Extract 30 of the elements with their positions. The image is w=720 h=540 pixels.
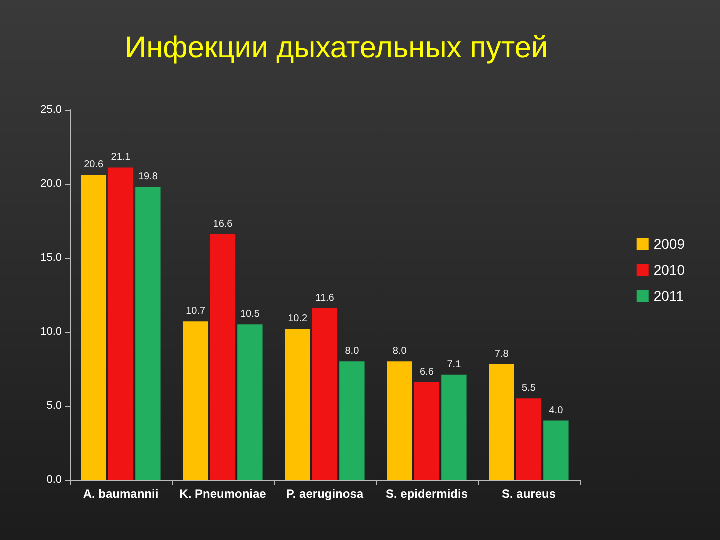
- y-tick-label: 25.0: [40, 104, 62, 116]
- y-tick-label: 0.0: [46, 474, 62, 486]
- y-tick-label: 5.0: [46, 400, 62, 412]
- data-label: 10.2: [288, 314, 308, 325]
- data-label: 10.7: [186, 306, 206, 318]
- data-label: 5.5: [522, 383, 536, 394]
- data-label: 4.0: [549, 405, 564, 416]
- data-label: 6.6: [420, 366, 434, 378]
- data-label: 7.8: [494, 349, 510, 360]
- chart-title: Инфекции дыхательных путей: [125, 32, 548, 64]
- data-label: 8.0: [392, 346, 408, 358]
- data-label: 8.0: [345, 346, 360, 358]
- data-label: 21.1: [111, 152, 132, 164]
- y-tick-label: 10.0: [40, 326, 62, 338]
- legend-label: 2009: [654, 236, 686, 252]
- data-label: 7.1: [447, 359, 462, 370]
- x-tick-label: S. epidermidis: [386, 487, 468, 501]
- x-tick-label: K. Pneumoniae: [180, 487, 267, 501]
- data-label: 11.6: [316, 292, 335, 304]
- x-tick-label: P. aeruginosa: [286, 487, 364, 501]
- x-tick-label: A. baumannii: [83, 487, 159, 501]
- data-label: 16.6: [213, 218, 234, 230]
- y-tick-label: 15.0: [40, 252, 62, 264]
- legend-label: 2011: [654, 288, 684, 304]
- data-label: 19.8: [138, 171, 158, 182]
- data-label: 10.5: [240, 309, 260, 320]
- legend-label: 2010: [654, 262, 686, 278]
- x-tick-label: S. aureus: [502, 487, 556, 501]
- data-label: 20.6: [84, 160, 104, 171]
- y-tick-label: 20.0: [40, 178, 62, 190]
